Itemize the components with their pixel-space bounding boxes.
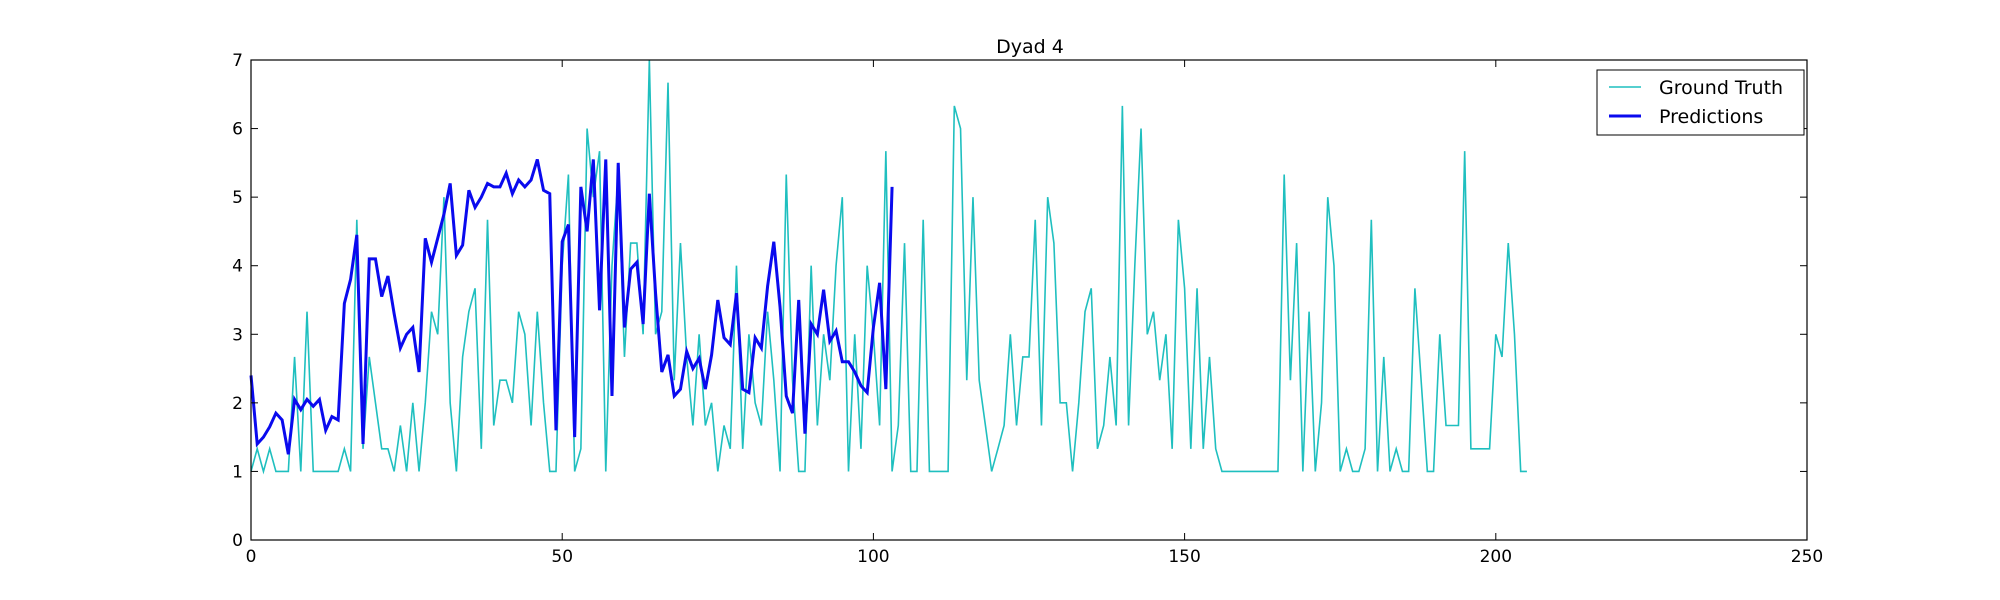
legend-label-predictions: Predictions <box>1659 106 1763 128</box>
x-tick-label: 200 <box>1480 547 1512 567</box>
series-line-predictions <box>249 158 894 455</box>
chart-title: Dyad 4 <box>996 36 1064 58</box>
y-tick-label: 6 <box>232 120 243 140</box>
x-tick-label: 100 <box>857 547 889 567</box>
y-tick-label: 1 <box>232 462 243 482</box>
series-layer <box>249 59 1527 475</box>
x-tick-label: 0 <box>246 547 257 567</box>
y-tick-label: 5 <box>232 188 243 208</box>
x-tick-label: 250 <box>1791 547 1823 567</box>
x-tick-label: 150 <box>1168 547 1200 567</box>
plot-frame <box>250 59 1808 541</box>
y-tick-label: 3 <box>232 325 243 345</box>
axes-layer: 0 50 100 150 200 250 0 1 2 3 4 5 6 7 <box>232 51 1823 567</box>
y-tick-label: 2 <box>232 394 243 414</box>
legend: Ground Truth Predictions <box>1596 69 1805 136</box>
y-tick-label: 7 <box>232 51 243 71</box>
x-tick-label: 50 <box>551 547 573 567</box>
legend-label-ground-truth: Ground Truth <box>1659 77 1783 99</box>
y-tick-label: 4 <box>232 257 243 277</box>
y-tick-label: 0 <box>232 531 243 551</box>
legend-box <box>1596 69 1805 136</box>
